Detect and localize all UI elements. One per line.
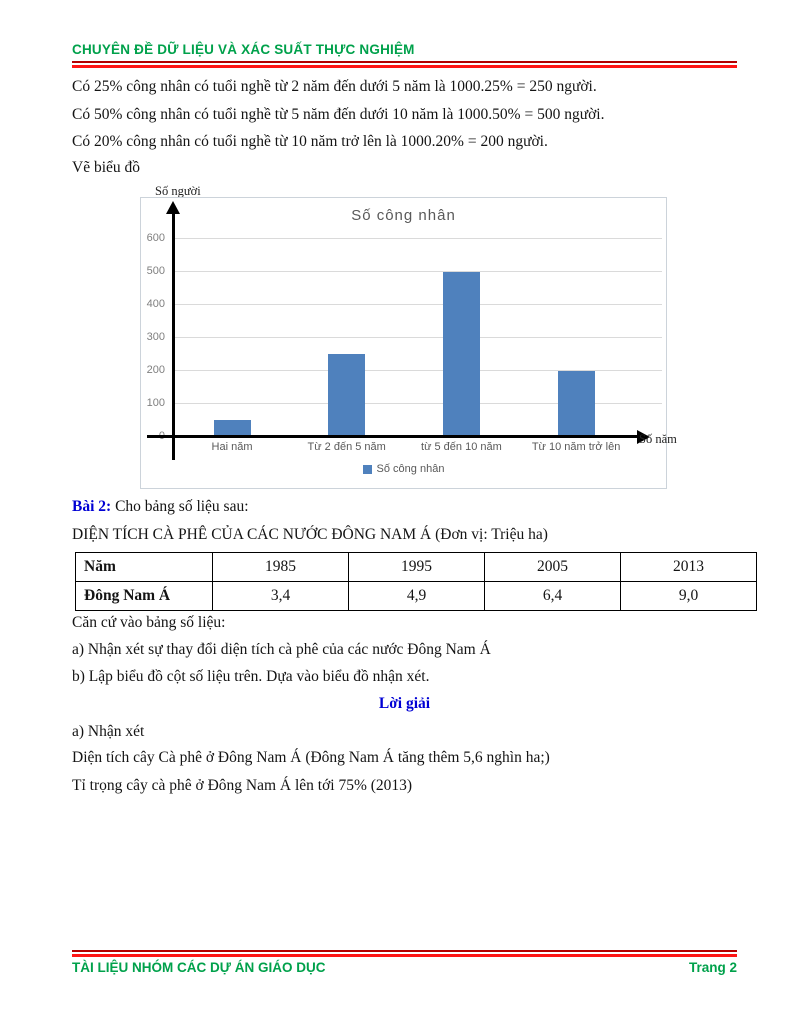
y-tick-label: 400: [146, 297, 165, 310]
footer-rule-thick: [72, 954, 737, 957]
chart-x-axis-label: Số năm: [639, 432, 677, 446]
table-cell-value: 3,4: [212, 581, 349, 611]
y-axis-arrowhead-icon: [166, 201, 180, 214]
bai2-label: Bài 2:: [72, 498, 112, 515]
table-row: Năm 1985 1995 2005 2013: [75, 552, 757, 582]
table-header-year: 1995: [348, 552, 485, 582]
data-table: Năm 1985 1995 2005 2013 Đông Nam Á 3,4 4…: [75, 552, 757, 611]
table-cell-value: 6,4: [484, 581, 621, 611]
table-header-col0: Năm: [75, 552, 213, 582]
header-rule-thick: [72, 65, 737, 68]
table-header-year: 1985: [212, 552, 349, 582]
bar: [213, 420, 251, 437]
table-cell-value: 9,0: [620, 581, 757, 611]
table-title: DIỆN TÍCH CÀ PHÊ CỦA CÁC NƯỚC ĐÔNG NAM Á…: [72, 526, 548, 543]
footer-rule: [72, 950, 737, 957]
table-cell-value: 4,9: [348, 581, 485, 611]
y-axis-line: [172, 212, 175, 460]
x-tick-label: Từ 10 năm trở lên: [531, 441, 621, 453]
y-tick-label: 100: [146, 396, 165, 409]
grid-line: [172, 271, 662, 272]
bar: [442, 271, 480, 437]
footer-page-number: Trang 2: [688, 960, 737, 975]
intro-line-3: Có 20% công nhân có tuổi nghề từ 10 năm …: [72, 133, 548, 150]
footer-rule-thin: [72, 950, 737, 952]
table-header-year: 2005: [484, 552, 621, 582]
chart-legend: Số công nhân: [141, 463, 666, 475]
header-rule: [72, 61, 737, 68]
bai2-heading: Bài 2: Cho bảng số liệu sau:: [72, 497, 752, 516]
bai2-intro: Cho bảng số liệu sau:: [111, 498, 249, 515]
x-tick-label: từ 5 đến 10 năm: [421, 441, 502, 453]
solution-heading: Lời giải: [378, 695, 431, 712]
after-table-line-3: b) Lập biểu đồ cột số liệu trên. Dựa vào…: [72, 668, 430, 685]
x-axis-line: [147, 435, 639, 438]
solution-line-1: a) Nhận xét: [72, 723, 145, 740]
chart-y-axis-label: Số người: [155, 184, 201, 198]
y-tick-label: 600: [146, 231, 165, 244]
chart-title: Số công nhân: [351, 207, 456, 224]
y-tick-label: 500: [146, 264, 165, 277]
table-row: Đông Nam Á 3,4 4,9 6,4 9,0: [75, 581, 757, 611]
grid-line: [172, 304, 662, 305]
intro-line-4: Vẽ biểu đồ: [72, 159, 141, 176]
table-header-year: 2013: [620, 552, 757, 582]
y-tick-label: 200: [146, 363, 165, 376]
intro-line-1: Có 25% công nhân có tuổi nghề từ 2 năm đ…: [72, 78, 597, 95]
x-axis-arrowhead-icon: [637, 430, 650, 444]
y-tick-label: 300: [146, 330, 165, 343]
header-rule-thin: [72, 61, 737, 63]
legend-swatch-icon: [362, 464, 372, 474]
footer-left-text: TÀI LIỆU NHÓM CÁC DỰ ÁN GIÁO DỤC: [72, 960, 326, 975]
intro-line-2: Có 50% công nhân có tuổi nghề từ 5 năm đ…: [72, 106, 605, 123]
bar: [328, 354, 366, 437]
grid-line: [172, 370, 662, 371]
grid-line: [172, 238, 662, 239]
after-table-line-2: a) Nhận xét sự thay đổi diện tích cà phê…: [72, 641, 491, 658]
solution-line-3: Tỉ trọng cây cà phê ở Đông Nam Á lên tới…: [72, 777, 413, 794]
x-tick-label: Từ 2 đến 5 năm: [307, 441, 386, 453]
table-row-label: Đông Nam Á: [75, 581, 213, 611]
grid-line: [172, 403, 662, 404]
legend-label: Số công nhân: [376, 463, 445, 475]
after-table-line-1: Căn cứ vào bảng số liệu:: [72, 614, 226, 631]
x-tick-label: Hai năm: [211, 441, 253, 453]
grid-line: [172, 337, 662, 338]
bar-chart: Số công nhân 0100200300400500600Hai nămT…: [140, 197, 677, 489]
page-header-title: CHUYÊN ĐỀ DỮ LIỆU VÀ XÁC SUẤT THỰC NGHIỆ…: [72, 42, 415, 57]
bar: [557, 370, 595, 437]
solution-line-2: Diện tích cây Cà phê ở Đông Nam Á (Đông …: [72, 749, 550, 766]
